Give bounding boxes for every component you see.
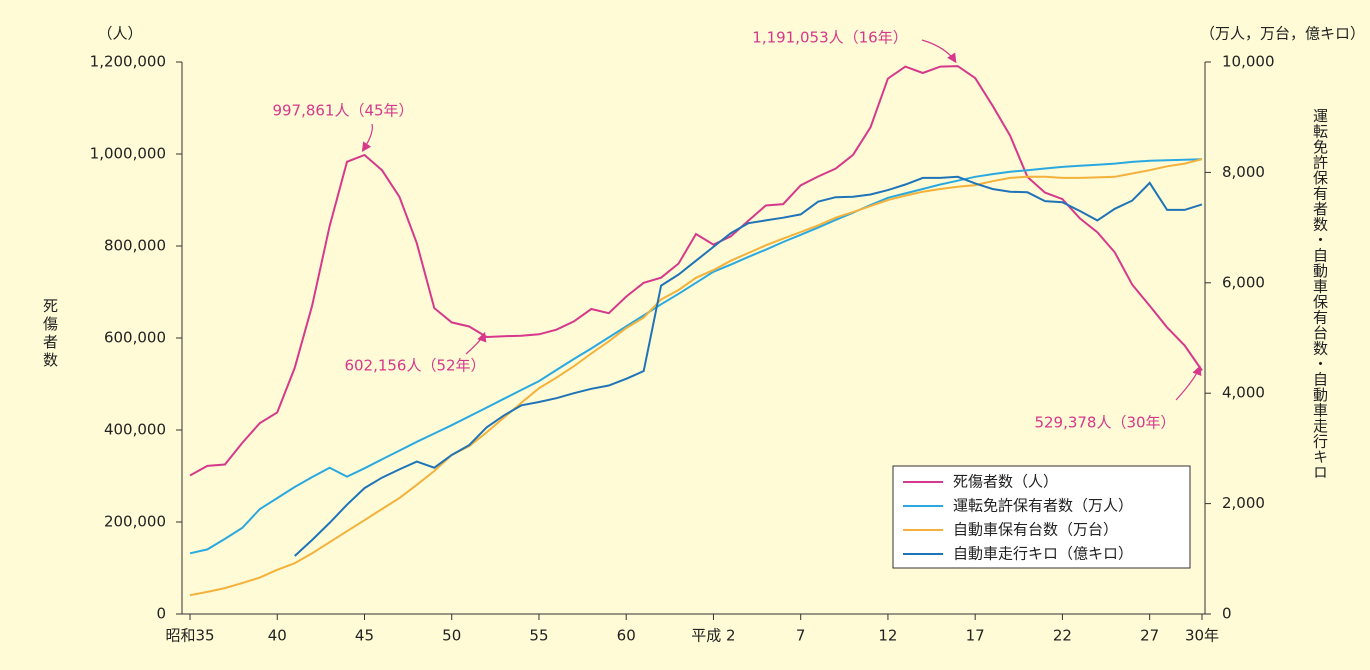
y2-label: 運転免許保有者数・自動車保有台数・自動車走行キロ <box>1311 108 1329 480</box>
y-unit: （人） <box>97 25 142 43</box>
y-label: 死傷者数 <box>41 298 59 370</box>
legend-label: 死傷者数（人） <box>953 473 1058 491</box>
x-tick-label: 27 <box>1140 627 1159 645</box>
x-tick-label: 22 <box>1053 627 1072 645</box>
annotation-arrow <box>1175 365 1202 401</box>
series-line <box>189 65 1203 477</box>
y2-unit: （万人，万台，億キロ） <box>1200 25 1365 43</box>
x-tick-label: 50 <box>442 627 461 645</box>
annotation-arrow <box>921 39 957 64</box>
y2-tick-label: 10,000 <box>1222 53 1275 71</box>
annotation-arrow <box>361 123 373 152</box>
annotation: 602,156人（52年） <box>344 357 485 375</box>
y-tick-label: 800,000 <box>104 237 166 255</box>
x-tick-label: 60 <box>617 627 636 645</box>
x-tick-label: 17 <box>966 627 985 645</box>
x-tick-label: 平成 2 <box>691 627 735 645</box>
x-tick-label: 40 <box>268 627 287 645</box>
y2-tick-label: 8,000 <box>1222 163 1265 181</box>
y-tick-label: 600,000 <box>104 329 166 347</box>
x-tick-label: 7 <box>796 627 806 645</box>
x-tick-label: 45 <box>355 627 374 645</box>
annotation-arrow <box>465 331 487 355</box>
y-tick-label: 200,000 <box>104 513 166 531</box>
series-line <box>189 158 1203 555</box>
series-line <box>294 175 1203 557</box>
x-tick-label: 30年 <box>1185 627 1219 645</box>
x-tick-label: 55 <box>529 627 548 645</box>
y-tick-label: 1,000,000 <box>90 145 166 163</box>
annotation: 1,191,053人（16年） <box>752 29 907 47</box>
x-tick-label: 昭和35 <box>165 627 214 645</box>
annotation: 997,861人（45年） <box>272 102 413 120</box>
y2-tick-label: 0 <box>1222 605 1232 623</box>
legend-label: 自動車走行キロ（億キロ） <box>953 545 1133 563</box>
x-tick-label: 12 <box>878 627 897 645</box>
y2-tick-label: 2,000 <box>1222 494 1265 512</box>
series-line <box>189 158 1203 597</box>
annotation: 529,378人（30年） <box>1034 414 1175 432</box>
legend-label: 自動車保有台数（万台） <box>953 521 1118 539</box>
y2-tick-label: 6,000 <box>1222 273 1265 291</box>
y-tick-label: 0 <box>156 605 166 623</box>
y-tick-label: 400,000 <box>104 421 166 439</box>
y-tick-label: 1,200,000 <box>90 53 166 71</box>
y2-tick-label: 4,000 <box>1222 384 1265 402</box>
legend-label: 運転免許保有者数（万人） <box>953 497 1133 515</box>
